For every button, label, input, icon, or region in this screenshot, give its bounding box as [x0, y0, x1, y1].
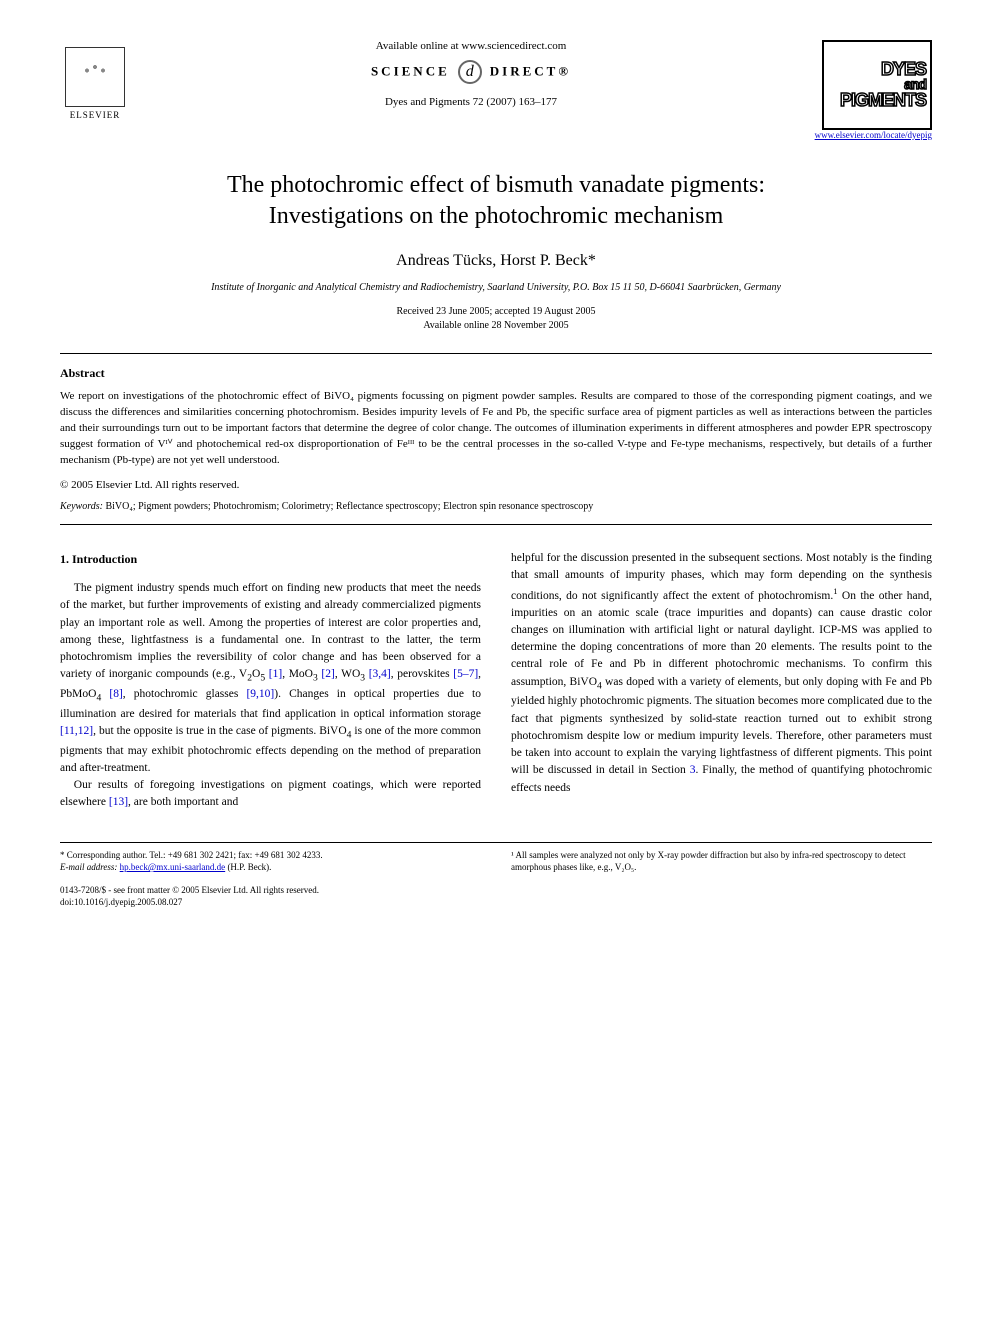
abstract-text: We report on investigations of the photo…	[60, 389, 932, 469]
ref-8[interactable]: [8]	[109, 688, 122, 700]
footnote-right: ¹ All samples were analyzed not only by …	[511, 849, 932, 909]
sd-at-icon: d	[458, 60, 482, 84]
footnotes-row: * Corresponding author. Tel.: +49 681 30…	[60, 842, 932, 909]
elsevier-tree-icon	[65, 47, 125, 107]
header-row: ELSEVIER Available online at www.science…	[60, 40, 932, 140]
para-3: helpful for the discussion presented in …	[511, 550, 932, 797]
email-link[interactable]: hp.beck@mx.uni-saarland.de	[120, 862, 226, 872]
title-line-1: The photochromic effect of bismuth vanad…	[227, 172, 765, 198]
column-left: 1. Introduction The pigment industry spe…	[60, 550, 481, 811]
journal-url-link[interactable]: www.elsevier.com/locate/dyepig	[812, 130, 932, 140]
journal-reference: Dyes and Pigments 72 (2007) 163–177	[150, 96, 792, 108]
footnote-left: * Corresponding author. Tel.: +49 681 30…	[60, 849, 481, 909]
available-date: Available online 28 November 2005	[423, 320, 568, 331]
title-line-2: Investigations on the photochromic mecha…	[269, 203, 724, 229]
authors: Andreas Tücks, Horst P. Beck*	[60, 252, 932, 270]
para-1: The pigment industry spends much effort …	[60, 580, 481, 777]
center-header: Available online at www.sciencedirect.co…	[130, 40, 812, 108]
ref-5-7[interactable]: [5–7]	[453, 668, 478, 680]
column-right: helpful for the discussion presented in …	[511, 550, 932, 811]
dyes-pigments-logo: DYES and PIGMENTS	[822, 40, 932, 130]
ref-11-12[interactable]: [11,12]	[60, 725, 93, 737]
received-date: Received 23 June 2005; accepted 19 Augus…	[396, 306, 595, 317]
journal-logo-box: DYES and PIGMENTS www.elsevier.com/locat…	[812, 40, 932, 140]
keywords-label: Keywords:	[60, 501, 103, 512]
available-online-text: Available online at www.sciencedirect.co…	[150, 40, 792, 52]
divider-2	[60, 524, 932, 525]
issn-line: 0143-7208/$ - see front matter © 2005 El…	[60, 884, 481, 897]
article-dates: Received 23 June 2005; accepted 19 Augus…	[60, 305, 932, 333]
article-title: The photochromic effect of bismuth vanad…	[60, 170, 932, 232]
sd-right: DIRECT®	[490, 64, 571, 79]
ref-3-4[interactable]: [3,4]	[369, 668, 391, 680]
section-3-link[interactable]: 3	[690, 764, 696, 776]
ref-2[interactable]: [2]	[321, 668, 334, 680]
ref-13[interactable]: [13]	[109, 796, 128, 808]
divider-1	[60, 353, 932, 354]
email-line: E-mail address: hp.beck@mx.uni-saarland.…	[60, 861, 481, 874]
dyes-word-3: PIGMENTS	[840, 92, 926, 109]
corresponding-author: * Corresponding author. Tel.: +49 681 30…	[60, 849, 481, 862]
science-direct-logo: SCIENCE d DIRECT®	[150, 60, 792, 84]
section-1-heading: 1. Introduction	[60, 550, 481, 568]
footnote-1: ¹ All samples were analyzed not only by …	[511, 849, 932, 874]
ref-9-10[interactable]: [9,10]	[246, 688, 274, 700]
abstract-heading: Abstract	[60, 366, 932, 381]
abstract-body: We report on investigations of the photo…	[60, 390, 932, 466]
keywords-values: BiVO₄; Pigment powders; Photochromism; C…	[103, 501, 593, 512]
email-suffix: (H.P. Beck).	[225, 862, 271, 872]
email-label: E-mail address:	[60, 862, 117, 872]
abstract-copyright: © 2005 Elsevier Ltd. All rights reserved…	[60, 479, 932, 491]
sd-left: SCIENCE	[371, 64, 450, 79]
para-2: Our results of foregoing investigations …	[60, 777, 481, 812]
affiliation: Institute of Inorganic and Analytical Ch…	[60, 282, 932, 293]
keywords-line: Keywords: BiVO₄; Pigment powders; Photoc…	[60, 501, 932, 512]
body-columns: 1. Introduction The pigment industry spe…	[60, 550, 932, 811]
ref-1[interactable]: [1]	[269, 668, 282, 680]
elsevier-logo: ELSEVIER	[60, 40, 130, 120]
elsevier-label: ELSEVIER	[70, 110, 121, 120]
doi-block: 0143-7208/$ - see front matter © 2005 El…	[60, 884, 481, 909]
doi-line: doi:10.1016/j.dyepig.2005.08.027	[60, 896, 481, 909]
